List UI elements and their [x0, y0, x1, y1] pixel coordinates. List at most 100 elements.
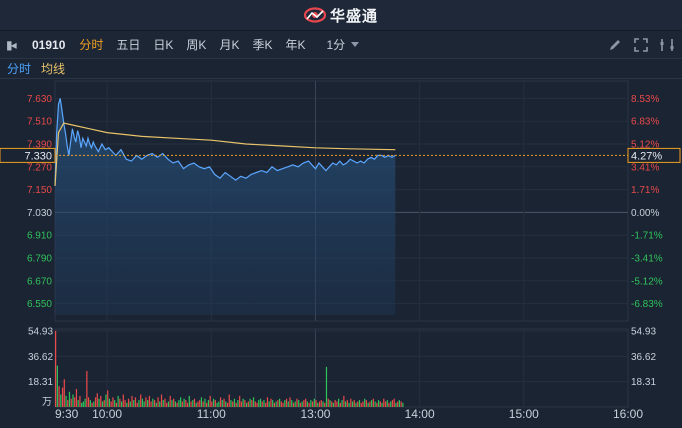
- volume-bar: [240, 401, 243, 407]
- volume-bar: [259, 398, 262, 407]
- back-arrow-icon[interactable]: ▮◂: [6, 37, 17, 52]
- volume-bar: [391, 400, 394, 407]
- volume-bar: [74, 397, 76, 407]
- volume-bar: [301, 401, 303, 407]
- volume-bar: [91, 402, 93, 407]
- volume-bar: [107, 390, 109, 407]
- volume-bar: [327, 398, 329, 407]
- volume-bar: [351, 401, 354, 407]
- tab-five-day[interactable]: 五日: [116, 38, 141, 52]
- volume-bar: [178, 400, 180, 407]
- volume-bar: [60, 394, 62, 407]
- volume-bar: [294, 401, 296, 407]
- volume-bar: [397, 401, 399, 407]
- volume-bar: [134, 397, 137, 407]
- volume-bar: [133, 400, 135, 407]
- volume-bar: [155, 402, 157, 407]
- tab-intraday[interactable]: 分时: [79, 38, 104, 52]
- volume-bar: [256, 402, 258, 407]
- volume-bar: [72, 394, 74, 407]
- volume-bar: [376, 402, 378, 407]
- volume-bar: [98, 398, 100, 407]
- x-tick-label: 10:00: [92, 407, 122, 421]
- volume-bar: [346, 400, 348, 407]
- volume-bar: [176, 402, 178, 407]
- volume-bar: [334, 400, 336, 407]
- volume-bar: [167, 401, 170, 407]
- period-select[interactable]: 1分: [326, 36, 360, 53]
- volume-bar: [117, 395, 119, 407]
- volume-bar: [55, 330, 57, 407]
- volume-bar: [239, 395, 241, 407]
- volume-bar: [252, 397, 255, 407]
- volume-bar: [386, 400, 388, 407]
- volume-bar: [162, 400, 164, 407]
- pct-tick-label: 6.83%: [631, 117, 659, 128]
- volume-bar: [263, 400, 265, 407]
- volume-bar: [93, 401, 95, 407]
- y-tick-label: 6.790: [27, 254, 52, 265]
- volume-bar: [223, 398, 225, 407]
- volume-tick-label: 18.31: [631, 377, 656, 388]
- volume-bar: [266, 397, 269, 407]
- volume-bar: [138, 400, 140, 407]
- volume-bar: [251, 400, 253, 407]
- volume-bar: [202, 401, 204, 407]
- y-tick-label: 6.670: [27, 276, 52, 287]
- volume-bar: [159, 401, 161, 407]
- y-tick-label: 7.510: [27, 117, 52, 128]
- volume-bar: [84, 398, 86, 407]
- volume-bar: [261, 401, 263, 407]
- pct-tick-label: -5.12%: [631, 276, 663, 287]
- tab-yearly-k[interactable]: 年K: [285, 38, 306, 52]
- volume-bar: [186, 402, 189, 407]
- volume-bar: [383, 398, 385, 407]
- volume-bar: [120, 401, 123, 407]
- volume-bar: [287, 401, 289, 407]
- tab-monthly-k[interactable]: 月K: [219, 38, 240, 52]
- x-tick-label: 15:00: [509, 407, 539, 421]
- volume-bar: [153, 400, 156, 407]
- volume-bar: [108, 398, 111, 407]
- volume-bar: [388, 402, 390, 407]
- volume-bar: [305, 398, 307, 407]
- volume-bar: [207, 400, 210, 407]
- volume-bar: [308, 402, 310, 407]
- volume-bar: [126, 402, 128, 407]
- volume-bar: [377, 400, 380, 407]
- volume-bar: [289, 397, 291, 407]
- chevron-down-icon: [351, 42, 360, 47]
- settings-icon[interactable]: [660, 38, 674, 52]
- fullscreen-icon[interactable]: [634, 38, 648, 52]
- tab-daily-k[interactable]: 日K: [153, 38, 174, 52]
- legend-bar: 分时 均线: [0, 59, 682, 79]
- tab-quarterly-k[interactable]: 季K: [252, 38, 273, 52]
- volume-bar: [331, 401, 333, 407]
- volume-bar: [96, 393, 98, 407]
- x-tick-label: 14:00: [405, 407, 435, 421]
- volume-bar: [148, 395, 150, 407]
- intraday-chart[interactable]: 7.630 8.53% 7.510 6.83% 7.390 5.12% 7.270 3.41%…: [0, 79, 682, 428]
- volume-bar: [381, 402, 383, 407]
- current-price-tag: [0, 147, 56, 163]
- volume-bar: [183, 398, 185, 407]
- tab-weekly-k[interactable]: 周K: [186, 38, 207, 52]
- pencil-icon[interactable]: [608, 38, 622, 52]
- volume-bar: [129, 401, 131, 407]
- toolbar: ▮◂ 01910 分时 五日 日K 周K 月K 季K 年K 1分: [0, 31, 682, 59]
- volume-bar: [160, 394, 163, 407]
- x-tick-label: 11:00: [197, 407, 226, 421]
- volume-bar: [384, 401, 387, 407]
- volume-bar: [82, 401, 84, 407]
- volume-bar: [204, 398, 206, 407]
- volume-bar: [343, 395, 345, 407]
- legend-average: 均线: [41, 62, 66, 76]
- volume-bar: [254, 401, 256, 407]
- volume-bar: [393, 398, 395, 407]
- volume-bar: [150, 401, 152, 407]
- volume-bar: [317, 402, 319, 407]
- y-tick-label: 6.550: [27, 299, 52, 310]
- volume-bar: [63, 379, 65, 407]
- period-select-value: 1分: [326, 38, 346, 52]
- volume-bar: [265, 402, 267, 407]
